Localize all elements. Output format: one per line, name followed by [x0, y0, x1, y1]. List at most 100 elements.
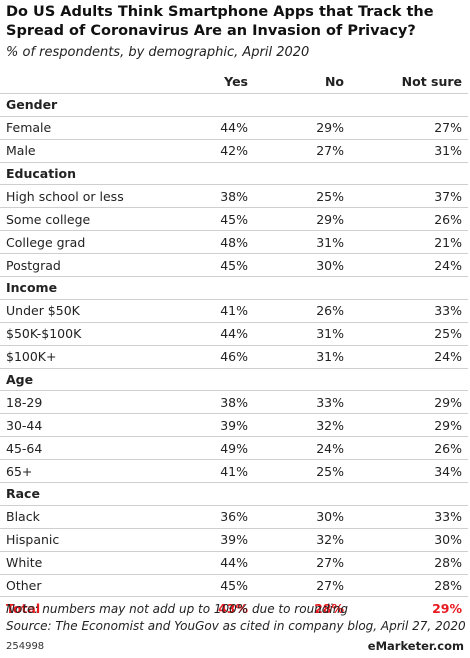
cell: 25%	[248, 459, 344, 484]
cell: 27%	[344, 116, 468, 140]
row-label: 30-44	[0, 413, 138, 438]
title: Do US Adults Think Smartphone Apps that …	[6, 4, 434, 39]
cell: 26%	[344, 436, 468, 461]
column-header: No	[248, 71, 344, 94]
cell: 27%	[248, 574, 344, 598]
cell: 48%	[138, 230, 248, 255]
section-label: Age	[0, 368, 468, 392]
row-label: High school or less	[0, 184, 138, 209]
data-row: White 44% 27% 28%	[0, 551, 468, 575]
cell: 26%	[344, 207, 468, 232]
cell: 29%	[248, 207, 344, 232]
cell: 24%	[248, 436, 344, 461]
section-label: Race	[0, 482, 468, 506]
data-row: Black 36% 30% 33%	[0, 505, 468, 529]
source: Source: The Economist and YouGov as cite…	[6, 619, 466, 633]
cell: 31%	[248, 322, 344, 346]
section-label: Income	[0, 276, 468, 300]
cell: 29%	[248, 116, 344, 140]
data-row: Hispanic 39% 32% 30%	[0, 528, 468, 552]
cell: 30%	[344, 528, 468, 552]
cell: 34%	[344, 459, 468, 484]
cell: 39%	[138, 528, 248, 552]
cell: 32%	[248, 528, 344, 552]
cell: 33%	[248, 390, 344, 415]
cell: 29%	[432, 600, 462, 616]
row-label: $50K-$100K	[0, 322, 138, 346]
cell: 32%	[248, 413, 344, 438]
row-label: $100K+	[0, 345, 138, 369]
cell: 42%	[138, 139, 248, 163]
data-row: Male 42% 27% 31%	[0, 139, 468, 163]
row-label: Postgrad	[0, 253, 138, 278]
cell: 38%	[138, 184, 248, 209]
cell: 43%	[218, 600, 248, 616]
data-row: College grad 48% 31% 21%	[0, 230, 468, 255]
data-row: Under $50K 41% 26% 33%	[0, 299, 468, 323]
chart-id: 254998	[6, 641, 45, 652]
data-row: $100K+ 46% 31% 24%	[0, 345, 468, 369]
section-row: Education	[0, 162, 468, 186]
row-label: Other	[0, 574, 138, 598]
cell: 44%	[138, 551, 248, 575]
cell: 26%	[248, 299, 344, 323]
cell: 38%	[138, 390, 248, 415]
cell: 49%	[138, 436, 248, 461]
row-label: Hispanic	[0, 528, 138, 552]
data-row: 65+ 41% 25% 34%	[0, 459, 468, 484]
data-table: Yes No Not sure Gender Female 44% 29% 27% Male 42…	[0, 71, 468, 619]
cell: 31%	[248, 230, 344, 255]
row-label: 18-29	[0, 390, 138, 415]
total-row: Total 43% 28% 29%	[0, 597, 468, 619]
column-header: Not sure	[344, 71, 468, 94]
cell: 45%	[138, 574, 248, 598]
cell: 29%	[344, 413, 468, 438]
cell: 27%	[248, 551, 344, 575]
row-label: Black	[0, 505, 138, 529]
row-label: Male	[0, 139, 138, 163]
row-label: 45-64	[0, 436, 138, 461]
row-label: 65+	[0, 459, 138, 484]
cell: 21%	[344, 230, 468, 255]
data-row: Female 44% 29% 27%	[0, 116, 468, 140]
cell: 41%	[138, 459, 248, 484]
row-label: College grad	[0, 230, 138, 255]
row-label: Total	[6, 600, 41, 616]
column-header: Yes	[138, 71, 248, 94]
cell: 30%	[248, 253, 344, 278]
section-label: Education	[0, 162, 468, 186]
cell: 45%	[138, 253, 248, 278]
cell: 45%	[138, 207, 248, 232]
section-row: Income	[0, 276, 468, 300]
cell: 25%	[344, 322, 468, 346]
cell: 31%	[248, 345, 344, 369]
cell: 33%	[344, 505, 468, 529]
cell: 28%	[344, 574, 468, 598]
cell: 28%	[314, 600, 344, 616]
data-row: High school or less 38% 25% 37%	[0, 184, 468, 209]
cell: 24%	[344, 345, 468, 369]
data-row: Other 45% 27% 28%	[0, 574, 468, 598]
row-label: Female	[0, 116, 138, 140]
cell: 39%	[138, 413, 248, 438]
row-label: White	[0, 551, 138, 575]
section-row: Age	[0, 368, 468, 392]
cell: 36%	[138, 505, 248, 529]
cell: 27%	[248, 139, 344, 163]
data-row: 30-44 39% 32% 29%	[0, 413, 468, 438]
data-row: 18-29 38% 33% 29%	[0, 390, 468, 415]
row-label: Some college	[0, 207, 138, 232]
cell: 44%	[138, 322, 248, 346]
cell: 44%	[138, 116, 248, 140]
header-cell	[0, 71, 138, 94]
cell: 30%	[248, 505, 344, 529]
subtitle: % of respondents, by demographic, April …	[6, 45, 310, 60]
brand: eMarketer.com	[367, 639, 464, 653]
cell: 41%	[138, 299, 248, 323]
cell: 31%	[344, 139, 468, 163]
section-label: Gender	[0, 93, 468, 117]
data-row: Some college 45% 29% 26%	[0, 207, 468, 232]
row-label: Under $50K	[0, 299, 138, 323]
cell: 46%	[138, 345, 248, 369]
